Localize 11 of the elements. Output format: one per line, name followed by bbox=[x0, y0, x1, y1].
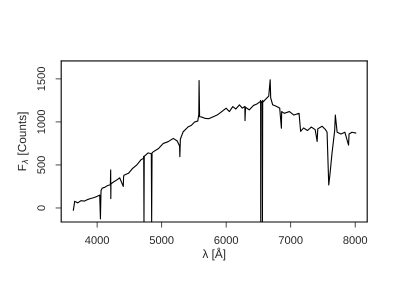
x-axis-title: λ [Å] bbox=[202, 248, 226, 260]
y-tick-label: 1500 bbox=[37, 66, 46, 90]
x-tick-label: 8000 bbox=[343, 236, 368, 244]
x-tick-label: 7000 bbox=[278, 236, 303, 244]
y-tick-label: 500 bbox=[37, 156, 46, 174]
y-axis-title: F$_{λ}$ [Counts] bbox=[18, 112, 29, 170]
y-tick-label: 0 bbox=[37, 205, 46, 211]
x-tick-label: 5000 bbox=[150, 236, 174, 244]
x-tick-label: 4000 bbox=[85, 236, 110, 244]
x-tick-label: 6000 bbox=[214, 236, 238, 244]
y-tick-label: 1000 bbox=[37, 110, 46, 134]
